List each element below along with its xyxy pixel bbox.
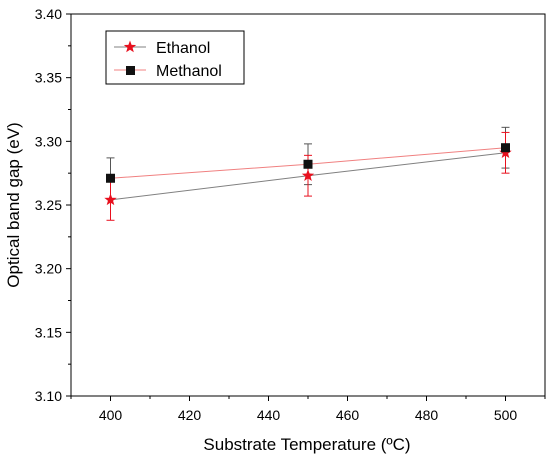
legend: Ethanol Methanol — [105, 30, 245, 85]
data-point-ethanol — [104, 193, 117, 206]
x-tick-label: 420 — [178, 407, 202, 423]
legend-star-icon — [123, 40, 137, 53]
legend-label-ethanol: Ethanol — [156, 40, 210, 57]
x-tick-label: 440 — [257, 407, 281, 423]
y-tick-label: 3.10 — [35, 388, 62, 404]
y-axis-title: Optical band gap (eV) — [4, 122, 23, 287]
legend-item-methanol: Methanol — [114, 63, 222, 80]
x-tick-label: 480 — [415, 407, 439, 423]
y-tick-label: 3.20 — [35, 261, 62, 277]
data-point-methanol — [501, 143, 510, 153]
legend-box — [105, 30, 245, 85]
axes-layer: 400 420 440 460 480 500 3.10 3.15 3.20 3.25 3.30 3.… — [35, 6, 546, 423]
y-tick-label: 3.30 — [35, 133, 62, 149]
legend-label-methanol: Methanol — [156, 63, 222, 80]
data-point-ethanol — [301, 169, 315, 181]
y-tick-label: 3.40 — [35, 6, 62, 22]
y-tick-label: 3.35 — [35, 70, 62, 86]
x-tick-label: 500 — [494, 407, 518, 423]
x-axis-title: Substrate Temperature (ºC) — [203, 435, 410, 454]
data-point-methanol — [106, 173, 115, 183]
x-tick-label: 460 — [336, 407, 360, 423]
y-tick-label: 3.25 — [35, 197, 62, 213]
x-tick-label: 400 — [99, 407, 123, 423]
legend-square-icon — [126, 66, 135, 75]
y-tick-label: 3.15 — [35, 324, 62, 340]
legend-item-ethanol: Ethanol — [114, 40, 210, 57]
data-point-methanol — [303, 159, 313, 169]
series-layer — [104, 126, 512, 221]
